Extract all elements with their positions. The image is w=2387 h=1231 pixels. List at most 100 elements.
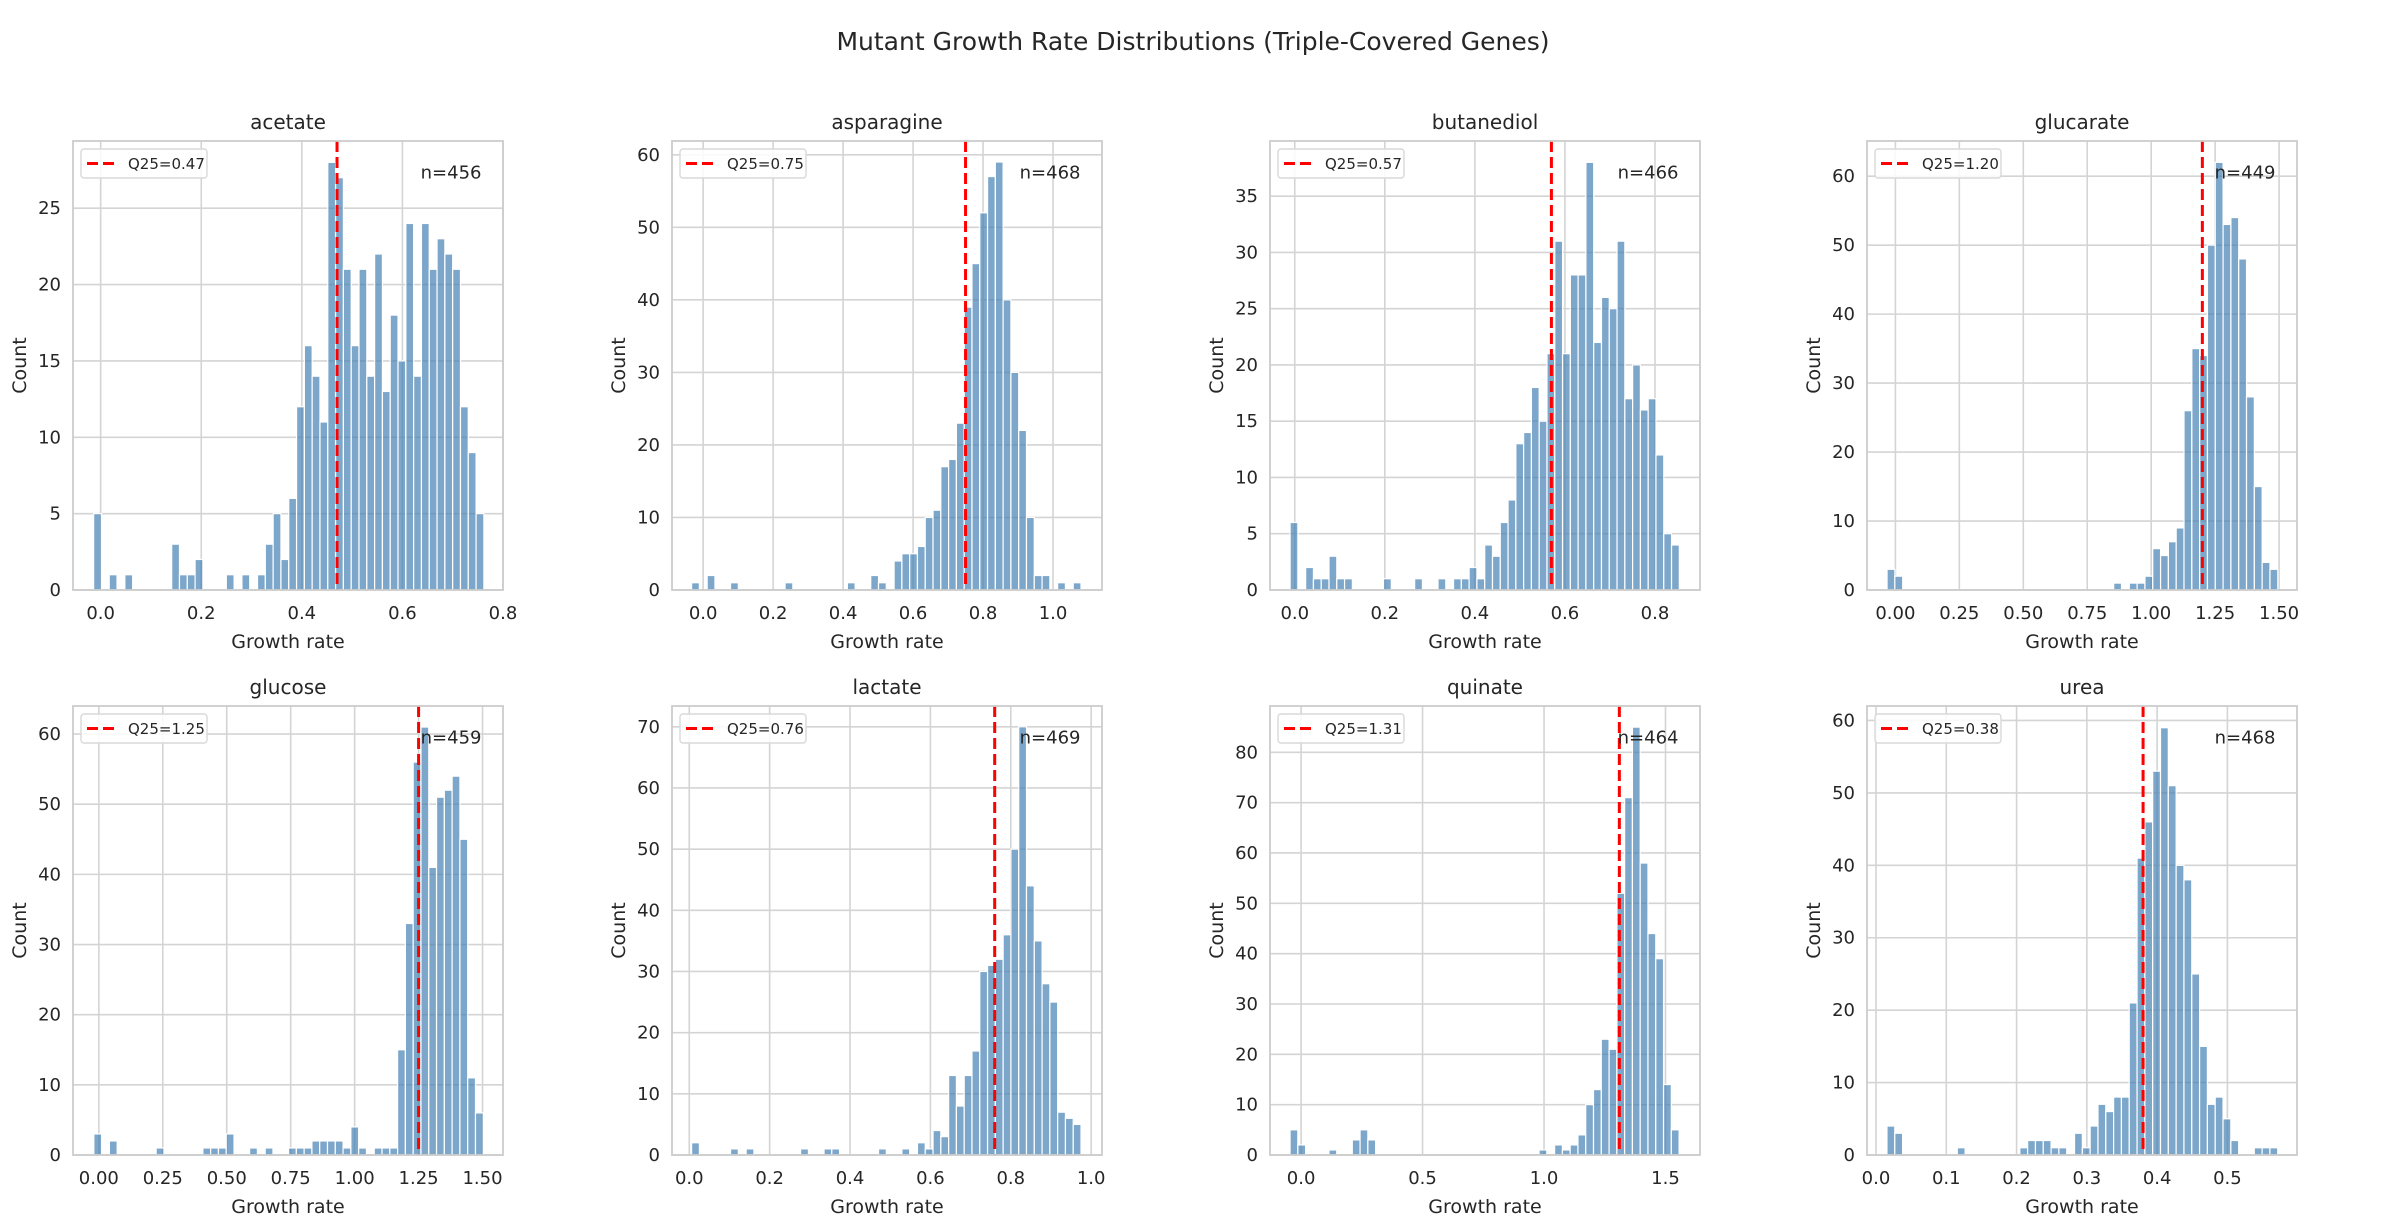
subplot-title: quinate [1447, 675, 1523, 699]
histogram-bar [1593, 341, 1603, 591]
histogram-bar [155, 1147, 165, 1156]
histogram-bar [870, 574, 880, 591]
x-tick-label: 0.2 [2002, 1168, 2031, 1189]
legend-box [1874, 713, 2002, 744]
histogram-bar [1616, 240, 1626, 591]
histogram-bar [2183, 879, 2193, 1156]
y-tick-label: 0 [1844, 580, 1855, 601]
x-tick-label: 0.5 [2213, 1168, 2242, 1189]
x-tick-label: 1.50 [462, 1168, 502, 1189]
y-tick-label: 10 [1235, 467, 1258, 488]
histogram-bar [108, 1140, 118, 1156]
histogram-bar [350, 345, 360, 591]
histogram-bar [428, 268, 438, 591]
histogram-bar [1072, 1123, 1082, 1156]
histogram-bar [2073, 1132, 2083, 1156]
histogram-bar [994, 958, 1004, 1156]
legend: Q25=0.76 [679, 713, 807, 744]
y-tick-label: 40 [1832, 304, 1855, 325]
histogram-bar [2144, 575, 2154, 591]
histogram-bar [93, 1133, 103, 1156]
histogram-bar [1049, 1001, 1059, 1156]
x-axis-label: Growth rate [830, 631, 943, 653]
y-tick-label: 50 [637, 839, 660, 860]
histogram-bar [2144, 821, 2154, 1156]
x-tick-label: 0.0 [1287, 1168, 1316, 1189]
histogram-bar [334, 1140, 344, 1156]
histogram-bar [2269, 568, 2279, 591]
histogram-bar [2159, 554, 2169, 591]
histogram-bar [2214, 1096, 2224, 1156]
axes-frame [1269, 140, 1701, 591]
plot-area [672, 141, 1102, 590]
histogram-bar [916, 1142, 926, 1156]
histogram-bar [932, 509, 942, 591]
histogram-bar [1351, 1139, 1361, 1156]
histogram-bar [1359, 1129, 1369, 1156]
y-tick-label: 20 [1832, 442, 1855, 463]
x-tick-label: 0.4 [1461, 603, 1490, 624]
histogram-bar [225, 574, 235, 591]
histogram-bar [1655, 958, 1665, 1156]
subplot-glucarate: 0.00 0.25 0.50 0.75 1.00 1.25 1.50 0 10 20 30 40 50 6… [1803, 110, 2299, 653]
sample-size-annotation: n=449 [2215, 162, 2276, 183]
sample-size-annotation: n=468 [2215, 727, 2276, 748]
axes-frame [1866, 705, 2298, 1156]
histogram-bar [1064, 1117, 1074, 1156]
histogram-bar [1515, 443, 1525, 591]
sample-size-annotation: n=459 [421, 727, 482, 748]
x-tick-label: 0.0 [86, 603, 115, 624]
histogram-bar [405, 222, 415, 591]
histogram-bar [2183, 410, 2193, 591]
histogram-bar [1468, 566, 1478, 591]
histogram-bar [1670, 1129, 1680, 1156]
histogram-bar [2167, 785, 2177, 1156]
legend-label: Q25=1.20 [1922, 155, 1999, 173]
y-tick-label: 60 [637, 778, 660, 799]
histogram-bar [413, 375, 423, 591]
y-tick-label: 0 [1247, 580, 1258, 601]
x-axis-label: Growth rate [1428, 1196, 1541, 1218]
x-tick-label: 0.75 [271, 1168, 311, 1189]
subplot-title: asparagine [831, 110, 942, 134]
legend-label: Q25=1.31 [1325, 720, 1402, 738]
histogram-bar [2159, 727, 2169, 1156]
histogram-bar [311, 375, 321, 591]
histogram-bar [1608, 308, 1618, 591]
y-tick-label: 50 [637, 217, 660, 238]
histogram-bar [303, 345, 313, 591]
histogram-bar [1523, 431, 1533, 591]
histogram-bar [342, 268, 352, 591]
legend: Q25=0.38 [1874, 713, 2002, 744]
histogram-bar [2152, 770, 2162, 1156]
histogram-bar [1499, 521, 1509, 591]
histogram-bar [1894, 575, 1904, 591]
histogram-bar [979, 212, 989, 591]
histogram-bar [2222, 223, 2232, 591]
histogram-bar [940, 1136, 950, 1156]
histogram-bar [1956, 1147, 1966, 1156]
histogram-bar [210, 1147, 220, 1156]
histogram-bar [327, 161, 337, 591]
histogram-bar [2034, 1139, 2044, 1156]
histogram-bar [2206, 1103, 2216, 1156]
x-axis-label: Growth rate [1428, 631, 1541, 653]
y-tick-label: 50 [1832, 783, 1855, 804]
histogram-bar [1289, 521, 1299, 591]
histogram-bar [1025, 885, 1035, 1156]
histogram-bar [428, 866, 438, 1156]
x-axis-label: Growth rate [2025, 631, 2138, 653]
histogram-bar [1569, 1144, 1579, 1156]
y-axis-label: Count [9, 902, 31, 958]
histogram-bar [171, 543, 181, 591]
sample-size-annotation: n=464 [1618, 727, 1679, 748]
histogram-bar [420, 726, 430, 1156]
histogram-bar [846, 582, 856, 591]
histogram-bar [256, 574, 266, 591]
x-tick-label: 0.00 [1875, 603, 1915, 624]
histogram-bar [971, 1050, 981, 1156]
x-tick-label: 1.0 [1039, 603, 1068, 624]
histogram-bar [459, 406, 469, 591]
axes-frame [671, 140, 1103, 591]
